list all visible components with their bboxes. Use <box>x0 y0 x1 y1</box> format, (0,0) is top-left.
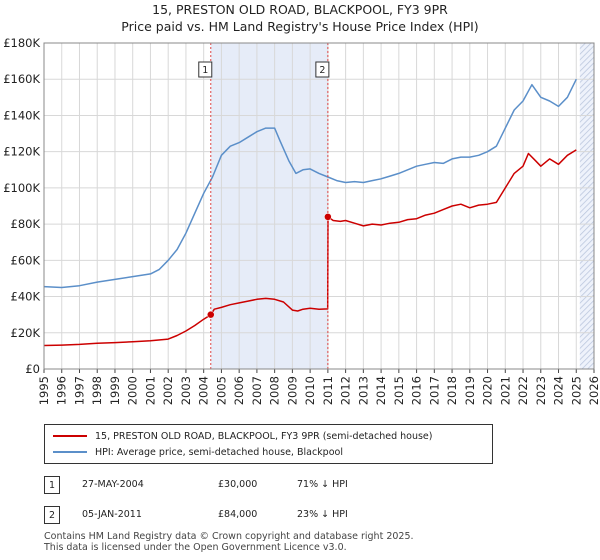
transaction-number: 1 <box>44 476 60 494</box>
x-tick-label: 2020 <box>481 376 495 405</box>
legend-swatch-blue <box>53 451 87 453</box>
y-tick-label: £60K <box>11 253 41 267</box>
legend-swatch-red <box>53 435 87 437</box>
transaction-date: 05-JAN-2011 <box>82 509 142 520</box>
x-tick-label: 2012 <box>339 376 353 405</box>
transaction-date: 27-MAY-2004 <box>82 479 144 490</box>
x-tick-label: 2011 <box>321 376 335 405</box>
sale-marker-box <box>315 61 330 78</box>
y-tick-label: £120K <box>3 145 40 159</box>
x-tick-label: 2023 <box>534 376 548 405</box>
y-tick-label: £140K <box>3 108 40 122</box>
x-tick-label: 2000 <box>126 376 140 405</box>
x-tick-label: 2007 <box>250 376 264 405</box>
hpi-series-line <box>43 78 577 289</box>
chart-title: 15, PRESTON OLD ROAD, BLACKPOOL, FY3 9PR <box>152 2 448 17</box>
x-tick-label: 1995 <box>37 376 51 405</box>
transaction-row: 2 05-JAN-2011 £84,000 23% ↓ HPI <box>44 506 464 526</box>
transaction-hpi-diff: 71% ↓ HPI <box>297 479 348 490</box>
transaction-hpi-diff: 23% ↓ HPI <box>297 509 348 520</box>
transaction-price: £84,000 <box>218 509 258 520</box>
transaction-number: 2 <box>44 506 60 524</box>
y-tick-label: £180K <box>3 36 40 50</box>
ownership-period-shading <box>210 43 328 369</box>
legend-label-property: 15, PRESTON OLD ROAD, BLACKPOOL, FY3 9PR… <box>95 430 433 442</box>
x-tick-label: 2021 <box>498 376 512 405</box>
y-tick-label: £80K <box>11 217 41 231</box>
x-tick-label: 1998 <box>90 376 104 405</box>
x-tick-label: 2019 <box>463 376 477 405</box>
property-series-line <box>43 149 577 347</box>
x-tick-label: 2004 <box>197 376 211 405</box>
legend-item-hpi: HPI: Average price, semi-detached house,… <box>53 445 343 459</box>
x-tick-label: 2026 <box>587 376 600 405</box>
x-tick-label: 2024 <box>552 376 566 405</box>
sale-marker-box <box>198 61 213 78</box>
y-tick-label: £40K <box>11 290 41 304</box>
x-tick-label: 2009 <box>285 376 299 405</box>
price-chart: 1 2 £0 £20K £40K £60K £80K £100K £120K £140K £160… <box>3 36 600 405</box>
plot-border <box>43 42 595 370</box>
legend-label-hpi: HPI: Average price, semi-detached house,… <box>95 446 343 458</box>
legend-item-property: 15, PRESTON OLD ROAD, BLACKPOOL, FY3 9PR… <box>53 429 432 443</box>
x-tick-label: 2018 <box>445 376 459 405</box>
y-tick-label: £100K <box>3 181 40 195</box>
x-tick-label: 2006 <box>232 376 246 405</box>
y-tick-label: £160K <box>3 72 40 86</box>
x-tick-label: 2016 <box>410 376 424 405</box>
footer-licence: This data is licensed under the Open Gov… <box>44 542 347 553</box>
x-tick-label: 2025 <box>569 376 583 405</box>
chart-legend: 15, PRESTON OLD ROAD, BLACKPOOL, FY3 9PR… <box>44 424 493 464</box>
x-tick-label: 2014 <box>374 376 388 405</box>
sale-point <box>207 310 215 319</box>
x-tick-label: 2005 <box>214 376 228 405</box>
x-tick-label: 2015 <box>392 376 406 405</box>
footer-copyright: Contains HM Land Registry data © Crown c… <box>44 531 414 542</box>
sale-marker-label: 2 <box>319 65 325 76</box>
transaction-price: £30,000 <box>218 479 258 490</box>
x-tick-label: 2002 <box>161 376 175 405</box>
sale-point <box>324 213 332 221</box>
x-tick-label: 2017 <box>427 376 441 405</box>
chart-subtitle: Price paid vs. HM Land Registry's House … <box>121 19 479 34</box>
x-tick-label: 1999 <box>108 376 122 405</box>
y-tick-label: £0 <box>25 362 40 376</box>
x-tick-label: 2013 <box>356 376 370 405</box>
y-tick-label: £20K <box>11 326 41 340</box>
transaction-row: 1 27-MAY-2004 £30,000 71% ↓ HPI <box>44 476 464 496</box>
x-tick-label: 2003 <box>179 376 193 405</box>
x-tick-label: 1997 <box>72 376 86 405</box>
forecast-hatch-region <box>579 43 594 369</box>
x-tick-label: 2010 <box>303 376 317 405</box>
sale-marker-label: 1 <box>202 65 208 76</box>
x-tick-label: 2008 <box>268 376 282 405</box>
x-tick-label: 2022 <box>516 376 530 405</box>
x-tick-label: 1996 <box>55 376 69 405</box>
x-tick-label: 2001 <box>143 376 157 405</box>
